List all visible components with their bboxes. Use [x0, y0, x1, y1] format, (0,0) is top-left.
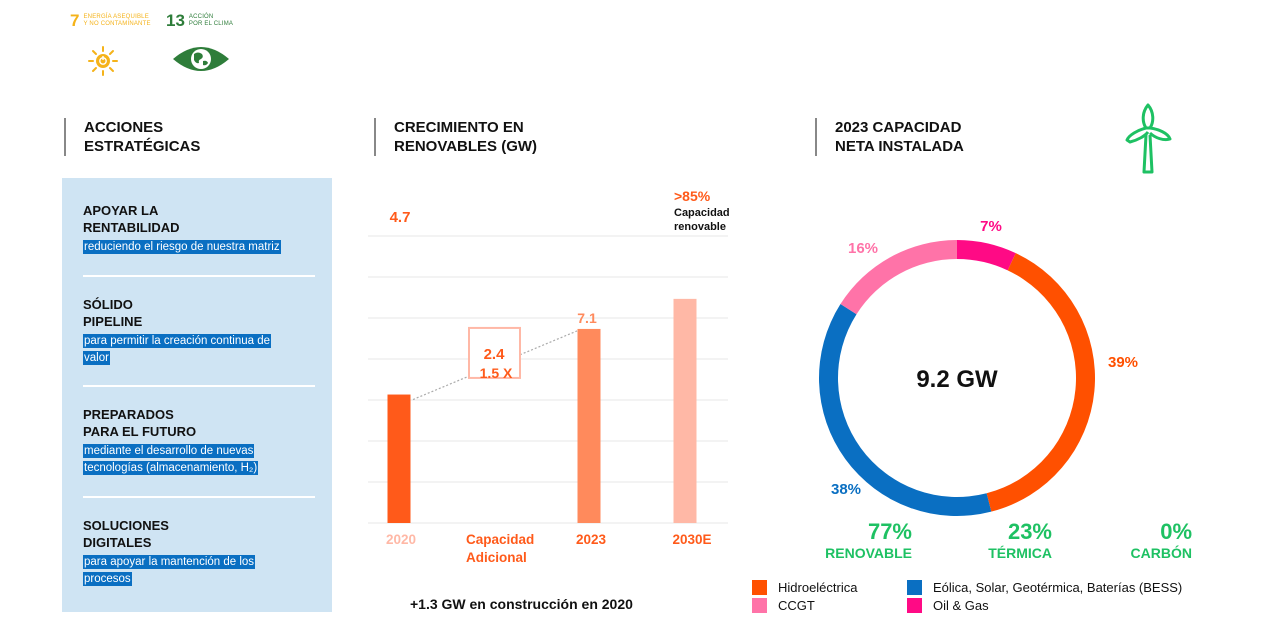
ods-number: 13: [166, 11, 185, 30]
ods-label: ENERGÍA ASEQUIBLE Y NO CONTAMINANTE: [83, 14, 151, 27]
category-label: Adicional: [466, 550, 527, 565]
category-label: Capacidad: [466, 532, 534, 547]
action-item: SOLUCIONES DIGITALES para apoyar la mant…: [83, 517, 315, 588]
action-title: APOYAR LA RENTABILIDAD: [83, 203, 180, 235]
divider: [83, 496, 315, 498]
slice-label: 7%: [980, 218, 1002, 235]
donut-center-label: 9.2 GW: [916, 366, 998, 393]
slice-label: 16%: [848, 240, 878, 257]
action-item: SÓLIDO PIPELINE para permitir la creació…: [83, 296, 315, 367]
category-label: 2023: [576, 532, 607, 547]
target-percent: >85%: [674, 188, 711, 204]
summary-coal: 0% CARBÓN: [1130, 519, 1192, 562]
divider: [83, 275, 315, 277]
legend-swatch: [907, 598, 922, 613]
capacity-title: 2023 CAPACIDAD NETA INSTALADA: [815, 118, 964, 156]
legend-swatch: [752, 580, 767, 595]
wind-turbine-icon: [1125, 103, 1172, 174]
target-label: Capacidad: [674, 207, 730, 219]
value-label-2020: 4.7: [390, 209, 411, 226]
increment-box: [468, 326, 521, 379]
actions-title: ACCIONES ESTRATÉGICAS: [64, 118, 200, 156]
action-description: para permitir la creación continua de va…: [83, 334, 272, 365]
donut-slice-e-lica-solar-geot-rmica-bater-as-bess-: [819, 304, 992, 517]
slice-label: 39%: [1108, 354, 1138, 371]
ods-number: 7: [70, 11, 80, 30]
action-item: PREPARADOS PARA EL FUTURO mediante el de…: [83, 406, 315, 477]
construction-note: +1.3 GW en construcción en 2020: [410, 596, 633, 612]
summary-renewable: 77% RENOVABLE: [825, 519, 912, 562]
legend-item-renewables: Eólica, Solar, Geotérmica, Baterías (BES…: [907, 580, 1182, 595]
strategic-actions-panel: APOYAR LA RENTABILIDAD reduciendo el rie…: [62, 178, 332, 612]
bar-2030e: [673, 298, 697, 523]
ods-label: ACCIÓN POR EL CLIMA: [188, 14, 234, 27]
donut-slice-ccgt: [840, 240, 957, 315]
action-description: mediante el desarrollo de nuevas tecnolo…: [83, 444, 259, 475]
action-item: APOYAR LA RENTABILIDAD reduciendo el rie…: [83, 202, 315, 256]
ods-13-badge: 13 ACCIÓN POR EL CLIMA: [166, 12, 233, 29]
category-label: 2020: [386, 532, 416, 547]
legend-item-oil-gas: Oil & Gas: [907, 598, 989, 613]
ods-7-badge: 7 ENERGÍA ASEQUIBLE Y NO CONTAMINANTE: [70, 12, 151, 29]
bar-2020: [387, 394, 411, 523]
action-title: SOLUCIONES DIGITALES: [83, 518, 169, 550]
donut-slice-oil-gas: [957, 240, 1016, 271]
action-title: SÓLIDO PIPELINE: [83, 297, 143, 329]
divider: [83, 385, 315, 387]
slice-label: 38%: [831, 481, 861, 498]
category-label: 2030E: [672, 532, 711, 547]
earth-eye-icon: [173, 47, 229, 71]
increment-label: 2.4: [484, 346, 506, 363]
growth-title: CRECIMIENTO EN RENOVABLES (GW): [374, 118, 537, 156]
legend-swatch: [907, 580, 922, 595]
action-title: PREPARADOS PARA EL FUTURO: [83, 407, 197, 439]
target-label: renovable: [674, 221, 726, 233]
donut-slice-hidroel-ctrica: [986, 253, 1095, 512]
legend-item-hidro: Hidroeléctrica: [752, 580, 857, 595]
bar-2023: [577, 328, 601, 523]
sun-power-icon: [88, 46, 118, 76]
legend-item-ccgt: CCGT: [752, 598, 815, 613]
action-description: reduciendo el riesgo de nuestra matriz: [83, 240, 281, 254]
legend-swatch: [752, 598, 767, 613]
action-description: para apoyar la mantención de los proceso…: [83, 555, 256, 586]
summary-thermal: 23% TÉRMICA: [988, 519, 1052, 562]
value-label-2023: 7.1: [577, 310, 597, 326]
multiplier-label: 1.5 X: [480, 365, 513, 381]
